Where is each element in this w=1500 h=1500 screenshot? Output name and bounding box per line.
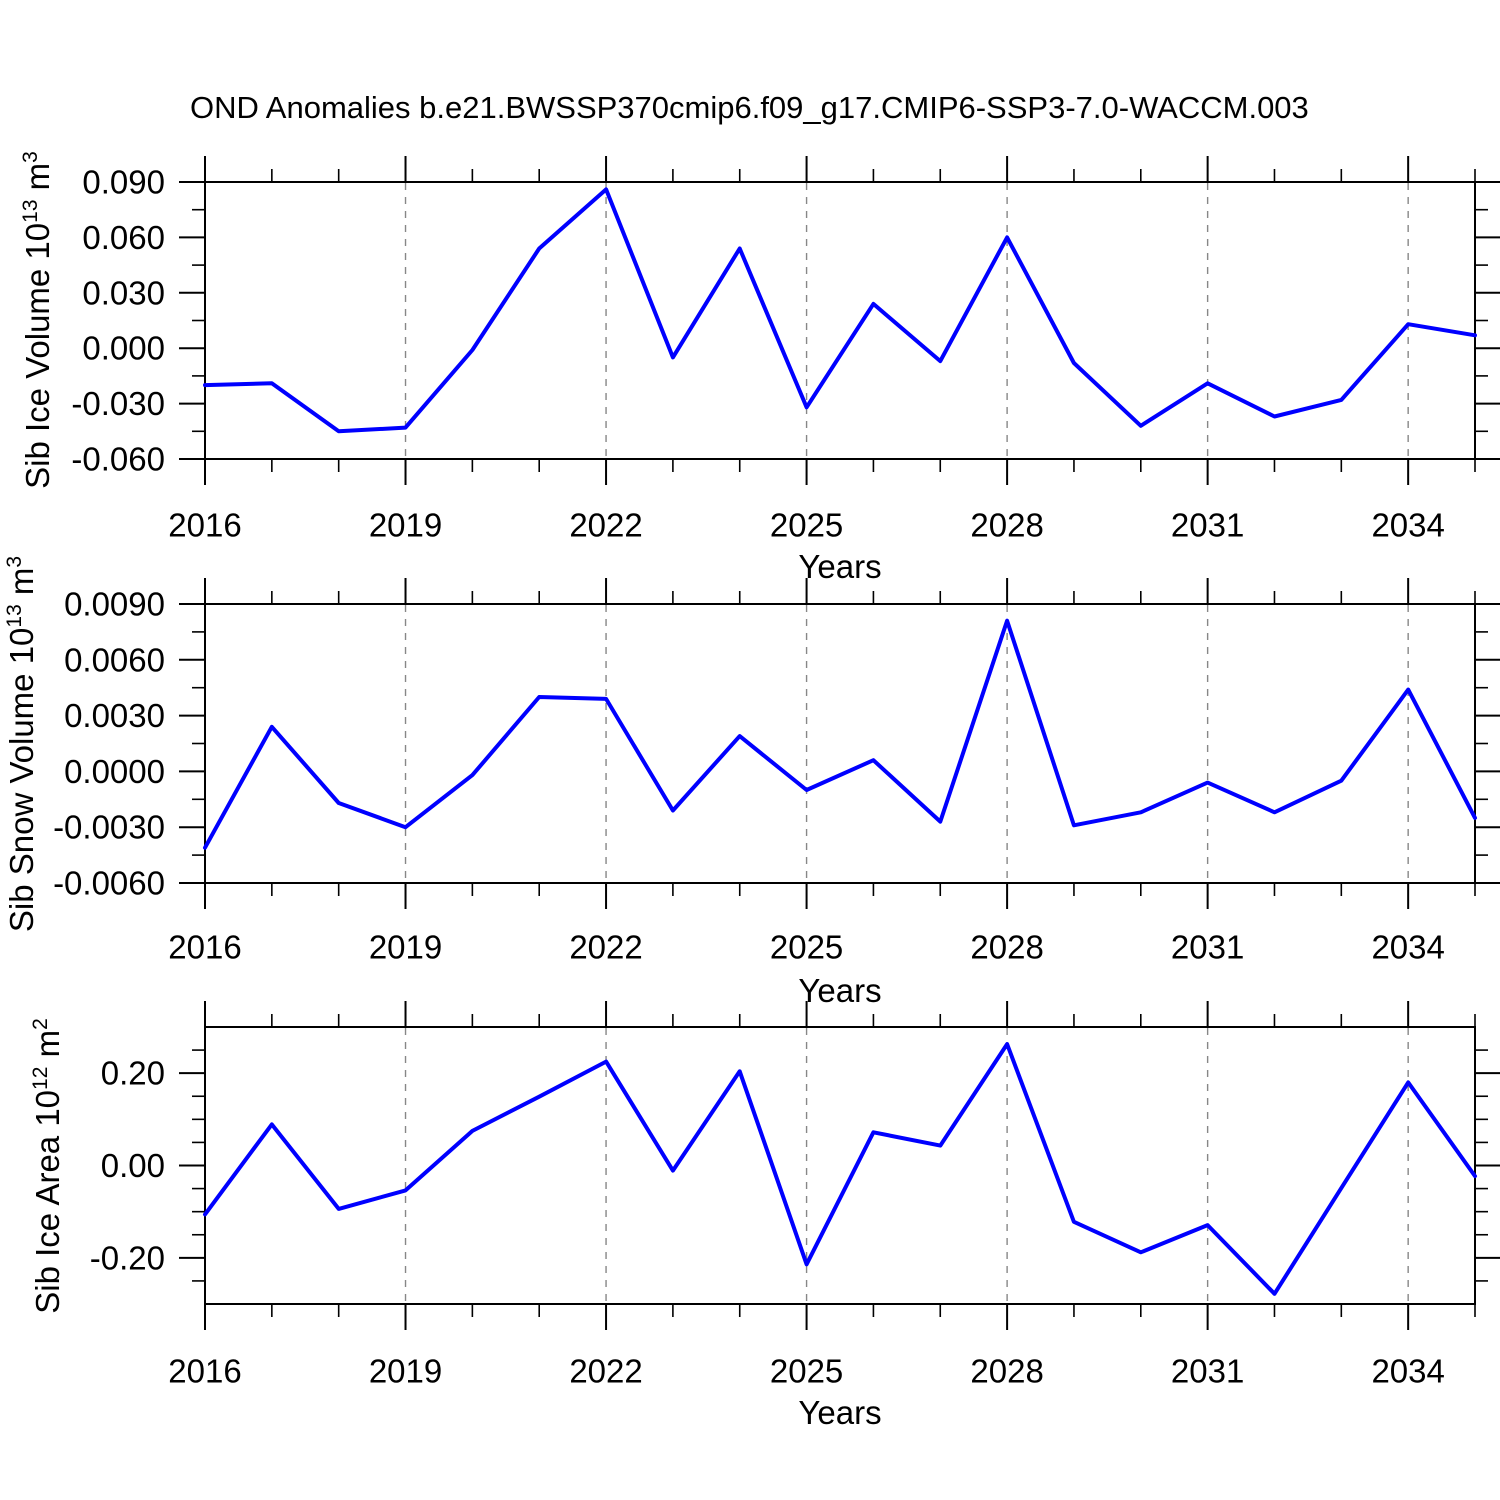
x-tick-label: 2016 bbox=[168, 1353, 241, 1390]
x-tick-label: 2022 bbox=[569, 507, 642, 544]
y-tick-label: 0.030 bbox=[82, 274, 165, 311]
plot-frame bbox=[204, 603, 1476, 884]
y-tick-label: -0.0030 bbox=[53, 809, 165, 846]
x-axis-title-panel3: Years bbox=[798, 1394, 882, 1431]
x-tick-label: 2028 bbox=[970, 1353, 1043, 1390]
chart-title: OND Anomalies b.e21.BWSSP370cmip6.f09_g1… bbox=[190, 90, 1309, 125]
x-tick-label: 2019 bbox=[369, 929, 442, 966]
y-tick-label: -0.0060 bbox=[53, 865, 165, 902]
plot-frame bbox=[204, 1026, 1476, 1305]
unit-exponent-label: 3 bbox=[19, 151, 42, 163]
exponent-label: 13 bbox=[3, 604, 26, 628]
y-axis-title-text: Sib Ice Area 10 bbox=[29, 1089, 66, 1314]
sib-snow-volume-line bbox=[203, 618, 1477, 850]
y-tick-label: 0.000 bbox=[82, 330, 165, 367]
exponent-label: 12 bbox=[29, 1066, 52, 1090]
unit-exponent-label: 2 bbox=[29, 1018, 52, 1030]
x-tick-label: 2016 bbox=[168, 507, 241, 544]
y-tick-label: 0.0030 bbox=[64, 697, 165, 734]
y-axis-title-ice-volume: Sib Ice Volume 1013 m3 bbox=[19, 151, 57, 489]
sib-ice-area-line bbox=[203, 1042, 1477, 1296]
y-tick-label: -0.030 bbox=[71, 385, 165, 422]
x-tick-label: 2025 bbox=[770, 1353, 843, 1390]
x-tick-label: 2028 bbox=[970, 507, 1043, 544]
x-tick-label: 2034 bbox=[1371, 507, 1444, 544]
x-tick-label: 2031 bbox=[1171, 507, 1244, 544]
y-tick-label: 0.0090 bbox=[64, 586, 165, 623]
unit-label: m bbox=[3, 567, 40, 605]
x-tick-label: 2025 bbox=[770, 929, 843, 966]
x-tick-label: 2019 bbox=[369, 1353, 442, 1390]
x-axis-title-panel2: Years bbox=[798, 972, 882, 1009]
x-tick-label: 2025 bbox=[770, 507, 843, 544]
unit-label: m bbox=[29, 1029, 66, 1067]
panel-snow-volume: 0.00900.00600.00300.0000-0.0030-0.006020… bbox=[53, 578, 1500, 966]
panel-ice-area: 0.20 0.00 -0.20 2016 2019 2022 2025 2028 2031 203… bbox=[90, 1001, 1500, 1390]
y-tick-label: 0.00 bbox=[101, 1147, 165, 1184]
x-tick-label: 2016 bbox=[168, 929, 241, 966]
x-tick-label: 2031 bbox=[1171, 1353, 1244, 1390]
x-tick-label: 2022 bbox=[569, 1353, 642, 1390]
y-tick-label: -0.060 bbox=[71, 441, 165, 478]
y-tick-label: -0.20 bbox=[90, 1239, 165, 1276]
plot-frame bbox=[204, 181, 1476, 460]
y-tick-label: 0.20 bbox=[101, 1055, 165, 1092]
exponent-label: 13 bbox=[19, 199, 42, 223]
x-tick-label: 2034 bbox=[1371, 1353, 1444, 1390]
x-tick-label: 2028 bbox=[970, 929, 1043, 966]
x-tick-label: 2031 bbox=[1171, 929, 1244, 966]
x-tick-label: 2022 bbox=[569, 929, 642, 966]
x-tick-label: 2019 bbox=[369, 507, 442, 544]
x-tick-label: 2034 bbox=[1371, 929, 1444, 966]
y-axis-title-text: Sib Snow Volume 10 bbox=[3, 627, 40, 933]
unit-exponent-label: 3 bbox=[3, 555, 26, 568]
y-tick-label: 0.0060 bbox=[64, 641, 165, 678]
y-axis-title-ice-area: Sib Ice Area 1012 m2 bbox=[29, 1018, 67, 1314]
y-tick-label: 0.0000 bbox=[64, 753, 165, 790]
y-tick-label: 0.090 bbox=[82, 164, 165, 201]
y-axis-title-text: Sib Ice Volume 10 bbox=[19, 222, 56, 489]
unit-label: m bbox=[19, 162, 56, 200]
y-axis-title-snow-volume: Sib Snow Volume 1013 m3 bbox=[3, 556, 41, 932]
y-tick-label: 0.060 bbox=[82, 219, 165, 256]
x-axis-title-panel1: Years bbox=[798, 548, 882, 585]
sib-ice-volume-line bbox=[203, 187, 1477, 434]
